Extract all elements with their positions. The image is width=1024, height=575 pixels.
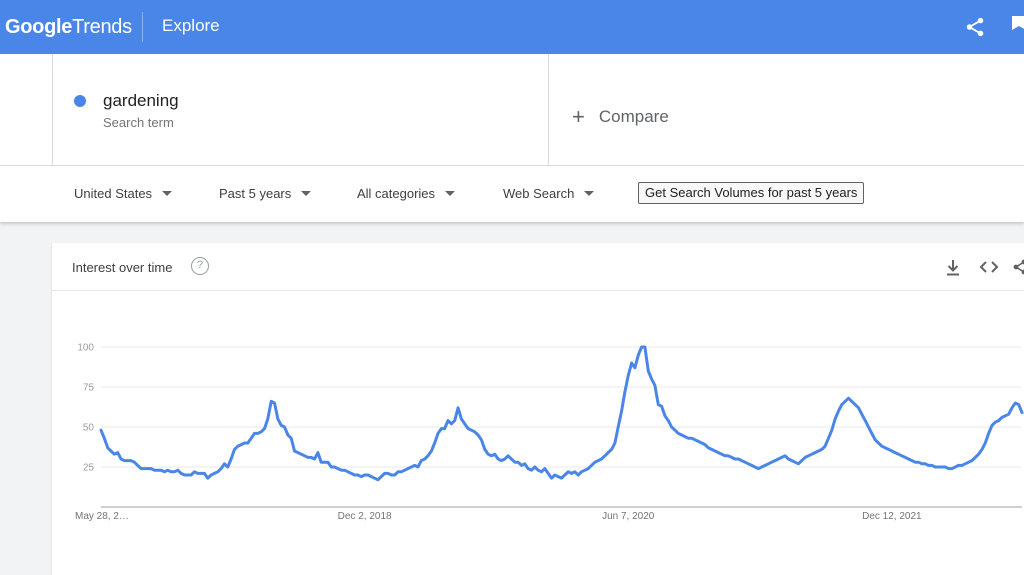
share-icon[interactable] xyxy=(964,16,986,38)
search-terms-area: gardening Search term + Compare xyxy=(0,54,1024,166)
logo-google: Google xyxy=(5,16,73,38)
google-trends-logo[interactable]: GoogleTrends xyxy=(5,16,132,39)
region-dropdown[interactable]: United States xyxy=(74,186,173,201)
interest-chart: 25 50 75 100 May 28, 2… Dec 2, 2018 Jun 7, 202… xyxy=(75,343,1024,522)
filter-bar: United States Past 5 years All categorie… xyxy=(0,166,1024,222)
help-icon[interactable]: ? xyxy=(191,257,209,275)
plus-icon: + xyxy=(572,104,585,129)
search-type-label: Web Search xyxy=(503,186,575,201)
category-dropdown[interactable]: All categories xyxy=(357,186,456,201)
compare-label: Compare xyxy=(598,107,669,126)
page-title: Explore xyxy=(162,16,220,35)
logo-trends: Trends xyxy=(72,16,132,38)
search-term-name[interactable]: gardening xyxy=(103,91,179,110)
x-tick-label: Dec 12, 2021 xyxy=(862,511,922,522)
interest-over-time-card: Interest over time ? 25 50 75 100 May 28, 2…… xyxy=(52,243,1024,575)
compare-button[interactable]: + Compare xyxy=(572,102,669,129)
series-line-gardening xyxy=(99,345,1024,482)
card-title: Interest over time xyxy=(72,260,173,275)
share-icon[interactable] xyxy=(1012,258,1024,276)
time-range-label: Past 5 years xyxy=(219,186,292,201)
card-divider xyxy=(52,290,1024,291)
x-tick-label: May 28, 2… xyxy=(75,511,129,522)
term-color-dot xyxy=(74,95,86,107)
flag-icon[interactable] xyxy=(1012,16,1024,36)
y-tick-label: 25 xyxy=(83,463,95,474)
get-search-volumes-button[interactable]: Get Search Volumes for past 5 years xyxy=(638,182,865,204)
x-tick-label: Dec 2, 2018 xyxy=(338,511,392,522)
y-tick-label: 75 xyxy=(83,383,95,394)
search-term-type: Search term xyxy=(103,115,174,130)
time-range-dropdown[interactable]: Past 5 years xyxy=(219,186,312,201)
region-label: United States xyxy=(74,186,153,201)
y-tick-label: 50 xyxy=(83,423,95,434)
embed-code-icon[interactable] xyxy=(979,259,999,275)
y-tick-label: 100 xyxy=(77,343,94,354)
x-tick-label: Jun 7, 2020 xyxy=(602,511,655,522)
caret-down-icon xyxy=(445,191,456,196)
caret-down-icon xyxy=(162,191,173,196)
category-label: All categories xyxy=(357,186,436,201)
header-divider xyxy=(142,12,143,42)
caret-down-icon xyxy=(584,191,595,196)
download-icon[interactable] xyxy=(945,259,961,277)
search-term-card[interactable]: gardening Search term xyxy=(52,54,549,166)
search-type-dropdown[interactable]: Web Search xyxy=(503,186,595,201)
top-app-bar: GoogleTrends Explore xyxy=(0,0,1024,54)
caret-down-icon xyxy=(301,191,312,196)
